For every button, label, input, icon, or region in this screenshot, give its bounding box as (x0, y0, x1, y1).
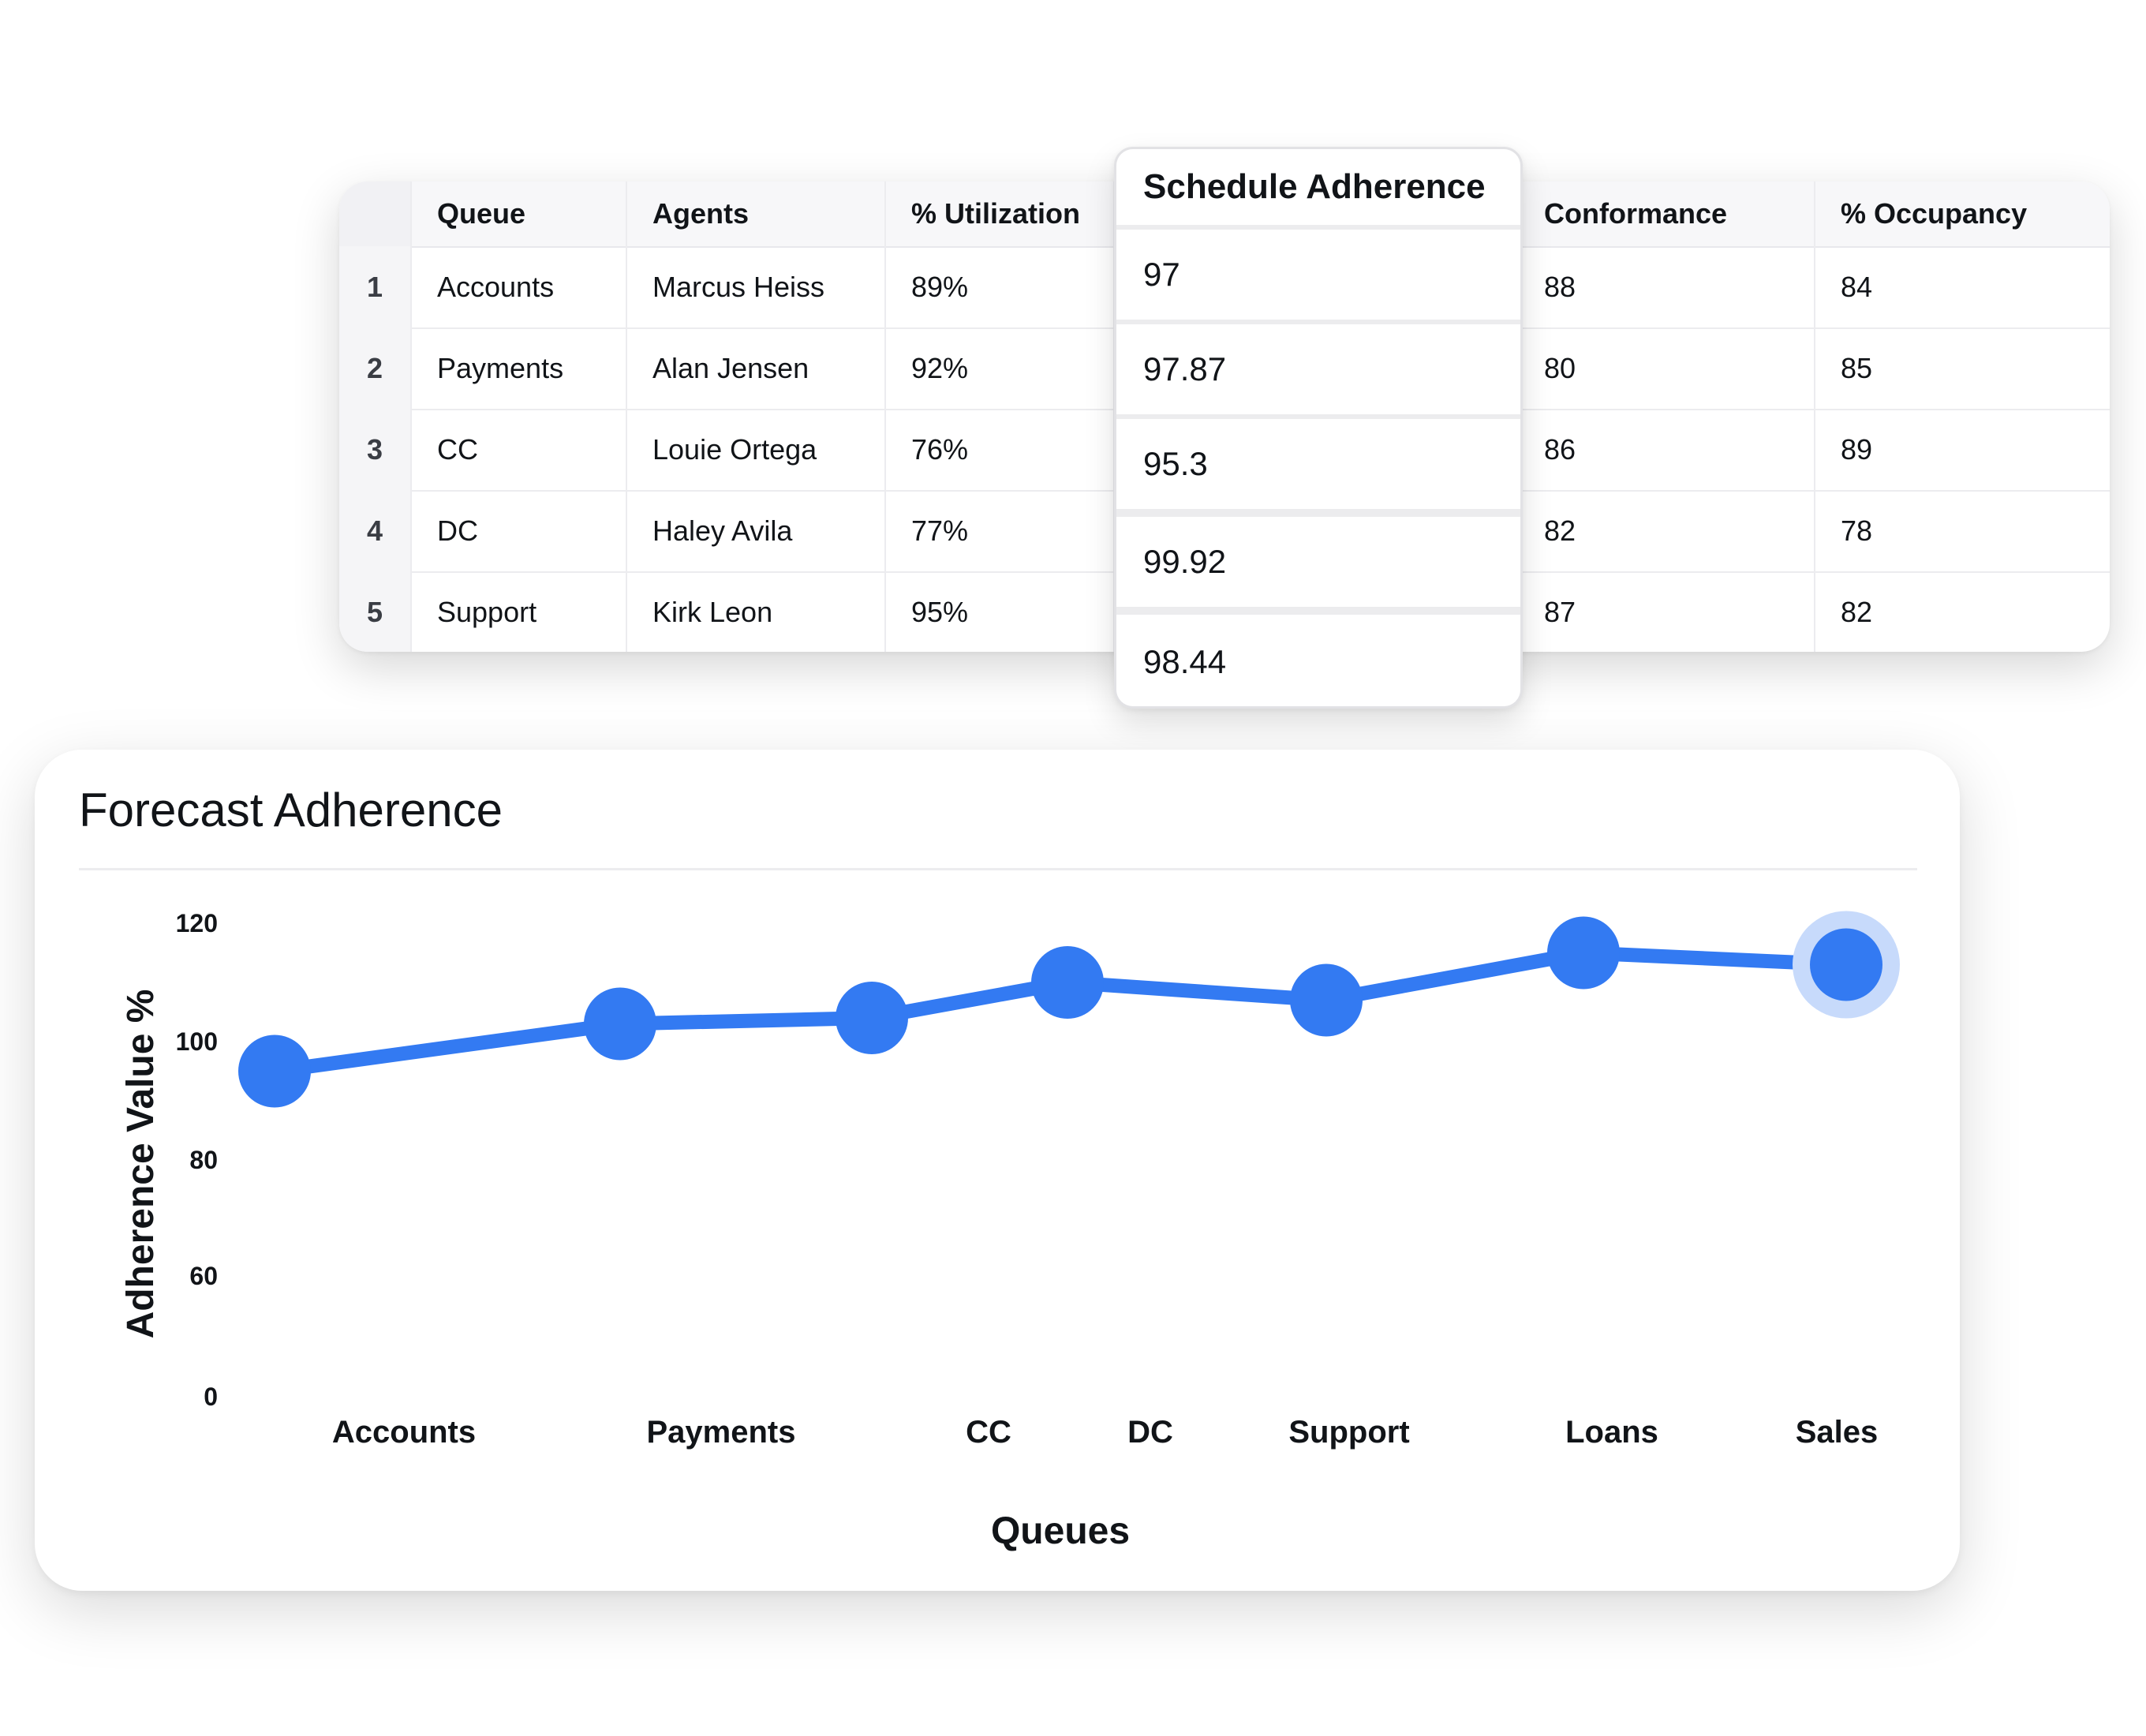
x-tick-label: Support (1288, 1415, 1409, 1450)
header-utilization[interactable]: % Utilization (886, 181, 1115, 246)
queue-cell: Accounts (412, 246, 627, 327)
header-conformance[interactable]: Conformance (1519, 181, 1815, 246)
row-index: 1 (339, 246, 412, 327)
x-axis-ticks: Accounts Payments CC DC Support Loans Sales (332, 1415, 1878, 1450)
x-tick-label: Sales (1796, 1415, 1879, 1450)
header-schedule-adherence[interactable]: Schedule Adherence (1116, 149, 1520, 225)
agent-cell: Haley Avila (627, 490, 886, 571)
data-point[interactable] (1547, 916, 1620, 990)
occupancy-cell: 84 (1841, 270, 1873, 303)
x-tick-label: DC (1127, 1415, 1173, 1450)
data-point[interactable] (584, 987, 656, 1061)
data-point[interactable] (1290, 963, 1363, 1037)
schedule-adherence-cell: 99.92 (1116, 517, 1520, 607)
utilization-cell: 76% (886, 409, 1115, 490)
schedule-adherence-cell: 98.44 (1116, 615, 1520, 706)
y-tick-label: 0 (204, 1382, 218, 1411)
schedule-adherence-cell: 97.87 (1116, 324, 1520, 414)
table-row[interactable]: 3 CC Louie Ortega 76% 86 89 (339, 409, 2110, 492)
occupancy-cell: 78 (1841, 514, 1873, 547)
x-axis-label: Queues (991, 1510, 1130, 1552)
utilization-cell: 89% (886, 246, 1115, 327)
schedule-adherence-cell: 97 (1116, 230, 1520, 320)
conformance-cell: 80 (1519, 327, 1815, 409)
row-index: 3 (339, 409, 412, 490)
occupancy-cell: 85 (1841, 351, 1873, 384)
chart-title: Forecast Adherence (79, 784, 503, 836)
data-points[interactable] (238, 911, 1900, 1108)
queue-cell: DC (412, 490, 627, 571)
y-axis-ticks: 0 60 80 100 120 (176, 909, 218, 1411)
agent-cell: Alan Jensen (627, 327, 886, 409)
data-point[interactable] (238, 1034, 311, 1108)
x-tick-label: Accounts (332, 1415, 476, 1450)
y-tick-label: 100 (176, 1027, 218, 1056)
forecast-adherence-line-chart: 0 60 80 100 120 Accounts Payments CC DC Support L… (120, 909, 1900, 1552)
row-index: 4 (339, 490, 412, 571)
row-index: 5 (339, 571, 412, 652)
table-row[interactable]: 4 DC Haley Avila 77% 82 78 (339, 490, 2110, 573)
x-tick-label: Loans (1565, 1415, 1658, 1450)
row-index: 2 (339, 327, 412, 409)
y-tick-label: 80 (189, 1146, 218, 1174)
conformance-cell: 87 (1519, 571, 1815, 652)
table-row[interactable]: 5 Support Kirk Leon 95% 87 82 (339, 571, 2110, 652)
data-point[interactable] (836, 982, 908, 1054)
title-divider (79, 868, 1917, 870)
conformance-cell: 82 (1519, 490, 1815, 571)
x-tick-label: CC (966, 1415, 1011, 1450)
data-point[interactable] (1810, 928, 1882, 1001)
queue-cell: CC (412, 409, 627, 490)
occupancy-cell: 82 (1841, 595, 1873, 628)
queue-cell: Payments (412, 327, 627, 409)
schedule-adherence-column-popout[interactable]: Schedule Adherence 97 97.87 95.3 99.92 9… (1114, 147, 1523, 709)
header-agents[interactable]: Agents (627, 181, 886, 246)
schedule-adherence-cell: 95.3 (1116, 419, 1520, 509)
queue-cell: Support (412, 571, 627, 652)
header-occupancy[interactable]: % Occupancy (1841, 197, 2028, 230)
utilization-cell: 77% (886, 490, 1115, 571)
y-tick-label: 60 (189, 1262, 218, 1290)
utilization-cell: 92% (886, 327, 1115, 409)
occupancy-cell: 89 (1841, 432, 1873, 466)
conformance-cell: 88 (1519, 246, 1815, 327)
agent-cell: Kirk Leon (627, 571, 886, 652)
header-index-cell (339, 181, 412, 246)
conformance-cell: 86 (1519, 409, 1815, 490)
utilization-cell: 95% (886, 571, 1115, 652)
header-queue[interactable]: Queue (412, 181, 627, 246)
data-point[interactable] (1031, 946, 1104, 1019)
y-tick-label: 120 (176, 909, 218, 937)
table-row[interactable]: 2 Payments Alan Jensen 92% 80 85 (339, 327, 2110, 410)
agent-cell: Louie Ortega (627, 409, 886, 490)
forecast-adherence-card: Forecast Adherence 0 60 80 100 120 Accounts P… (35, 750, 1960, 1591)
agent-cell: Marcus Heiss (627, 246, 886, 327)
x-tick-label: Payments (647, 1415, 796, 1450)
y-axis-label: Adherence Value % (120, 990, 162, 1339)
